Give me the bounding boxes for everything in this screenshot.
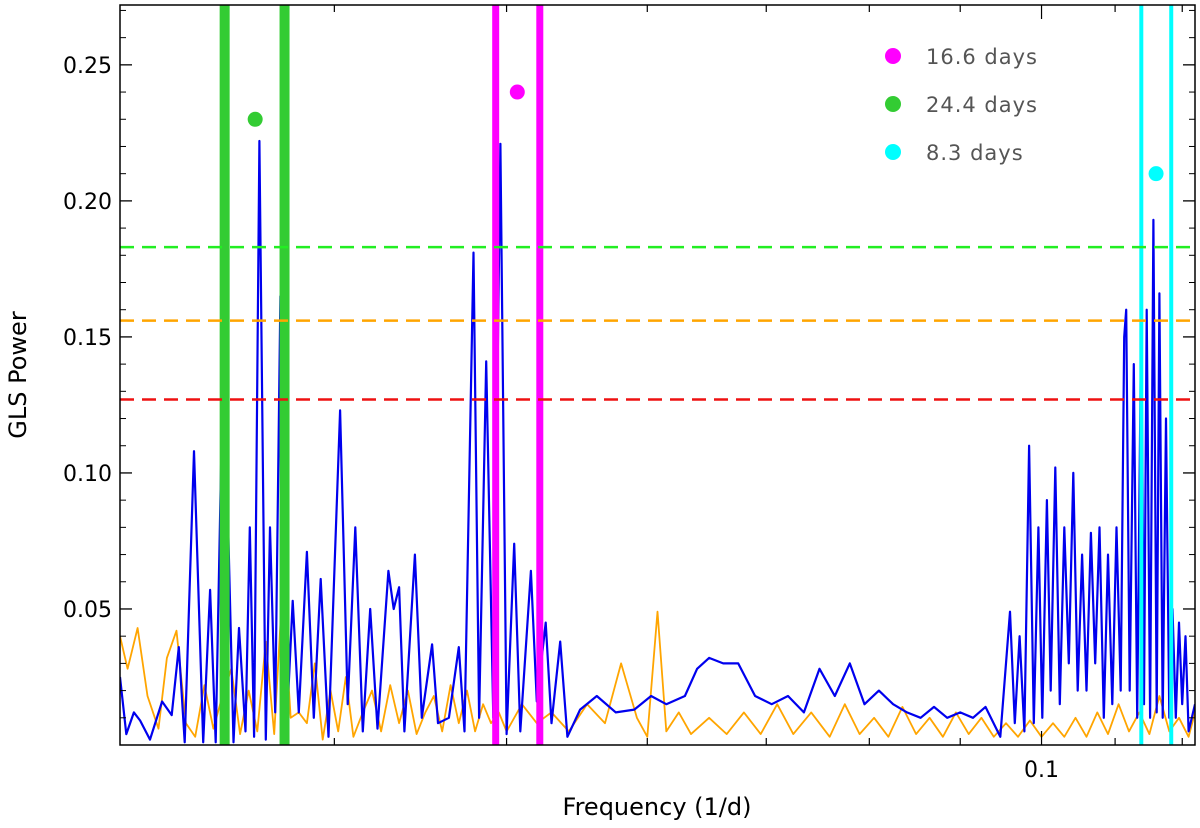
x-tick-label: 0.1: [1024, 758, 1059, 783]
y-tick-label: 0.20: [63, 190, 112, 215]
period-marker-2: [509, 84, 525, 100]
legend: 16.6 days 24.4 days 8.3 days: [885, 45, 1038, 165]
y-tick-label: 0.10: [63, 462, 112, 487]
y-tick-label: 0.05: [63, 598, 112, 623]
period-marker-1: [247, 111, 263, 127]
legend-label-3: 8.3 days: [926, 141, 1024, 165]
legend-marker-1: [885, 48, 901, 64]
axis-ticks: 0.05 0.10 0.15 0.20 0.25 0.1: [63, 5, 1195, 783]
legend-label-1: 16.6 days: [926, 45, 1038, 69]
plot-frame: [119, 4, 1196, 746]
x-axis-title: Frequency (1/d): [563, 793, 752, 821]
y-tick-label: 0.15: [63, 326, 112, 351]
plot-area: [120, 5, 1195, 745]
legend-marker-3: [885, 144, 901, 160]
legend-label-2: 24.4 days: [926, 93, 1038, 117]
y-tick-label: 0.25: [63, 54, 112, 79]
legend-marker-2: [885, 96, 901, 112]
y-axis-title: GLS Power: [4, 311, 32, 439]
period-marker-3: [1148, 166, 1164, 182]
